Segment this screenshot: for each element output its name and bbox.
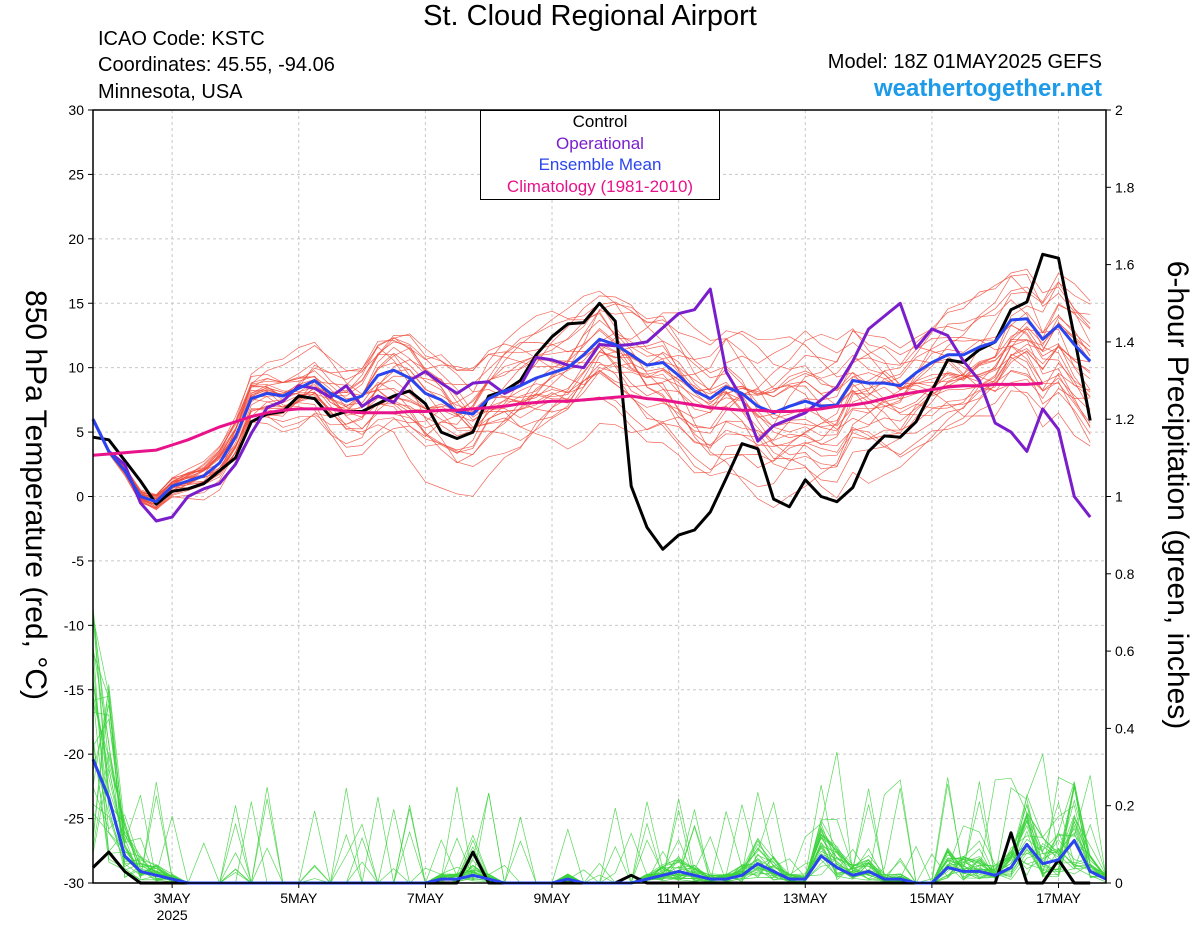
legend-climatology: Climatology (1981-2010) xyxy=(506,176,694,196)
y-left-tick-label: -25 xyxy=(64,811,84,827)
y-left-tick-label: -20 xyxy=(64,746,84,762)
site-link[interactable]: weathertogether.net xyxy=(873,75,1102,102)
legend-control: Control xyxy=(572,112,628,131)
ensemble-member-temp-line xyxy=(92,311,1091,502)
axis-labels: -30-25-20-15-10-505101520253000.20.40.60… xyxy=(64,102,1135,923)
y-right-tick-label: 0.6 xyxy=(1115,643,1135,659)
y-left-tick-label: -10 xyxy=(64,617,84,633)
coordinates: Coordinates: 45.55, -94.06 xyxy=(98,54,335,76)
y-right-tick-label: 0.2 xyxy=(1115,798,1135,814)
y-left-tick-label: 25 xyxy=(68,166,84,182)
y-right-tick-label: 0.4 xyxy=(1115,720,1135,736)
y-left-tick-label: 0 xyxy=(76,489,84,505)
chart-title: St. Cloud Regional Airport xyxy=(423,0,757,32)
y-left-tick-label: 15 xyxy=(68,295,84,311)
y-left-tick-label: 30 xyxy=(68,102,84,118)
ensemble-member-temp-line xyxy=(92,290,1091,506)
y-axis-label-left: 850 hPa Temperature (red, °C) xyxy=(19,290,52,700)
y-right-tick-label: 2 xyxy=(1115,102,1123,118)
temp-operational-line xyxy=(91,287,1092,523)
y-left-tick-label: -5 xyxy=(72,553,85,569)
location: Minnesota, USA xyxy=(98,81,243,103)
y-right-tick-label: 0 xyxy=(1115,875,1123,891)
x-tick-label: 5MAY xyxy=(280,890,318,906)
ensemble-members-temperature xyxy=(92,268,1091,511)
temp-climatology-1981-2010-line xyxy=(92,381,1043,457)
ensemble-member-temp-line xyxy=(92,282,1091,505)
legend: Control Operational Ensemble Mean Climat… xyxy=(480,110,720,200)
y-left-tick-label: -15 xyxy=(64,682,84,698)
legend-operational: Operational xyxy=(556,133,644,153)
x-tick-label: 3MAY xyxy=(154,890,192,906)
ensemble-member-temp-line xyxy=(92,324,1091,502)
y-right-tick-label: 0.8 xyxy=(1115,566,1135,582)
y-left-tick-label: -30 xyxy=(64,875,84,891)
model-info: Model: 18Z 01MAY2025 GEFS xyxy=(827,51,1102,73)
ensemble-member-temp-line xyxy=(92,304,1091,509)
ensemble-member-temp-line xyxy=(92,319,1091,511)
x-tick-sublabel: 2025 xyxy=(157,907,188,923)
y-right-tick-label: 1.6 xyxy=(1115,257,1135,273)
y-right-tick-label: 1 xyxy=(1115,489,1123,505)
y-axis-label-right: 6-hour Precipitation (green, inches) xyxy=(1161,260,1194,730)
x-tick-label: 7MAY xyxy=(407,890,445,906)
icao-code: ICAO Code: KSTC xyxy=(98,28,265,50)
temp-ensemble-mean-line xyxy=(91,317,1092,504)
y-right-tick-label: 1.4 xyxy=(1115,334,1135,350)
ensemble-member-temp-line xyxy=(92,268,1091,498)
x-tick-label: 11MAY xyxy=(657,890,701,906)
x-tick-label: 15MAY xyxy=(909,890,955,906)
legend-ensemble-mean: Ensemble Mean xyxy=(538,155,662,174)
x-tick-label: 17MAY xyxy=(1036,890,1082,906)
y-right-tick-label: 1.8 xyxy=(1115,179,1135,195)
y-right-tick-label: 1.2 xyxy=(1115,411,1135,427)
ensemble-member-temp-line xyxy=(92,295,1091,509)
x-tick-label: 13MAY xyxy=(783,890,829,906)
y-left-tick-label: 20 xyxy=(68,231,84,247)
y-left-tick-label: 5 xyxy=(76,424,84,440)
y-left-tick-label: 10 xyxy=(68,360,84,376)
x-tick-label: 9MAY xyxy=(533,890,571,906)
